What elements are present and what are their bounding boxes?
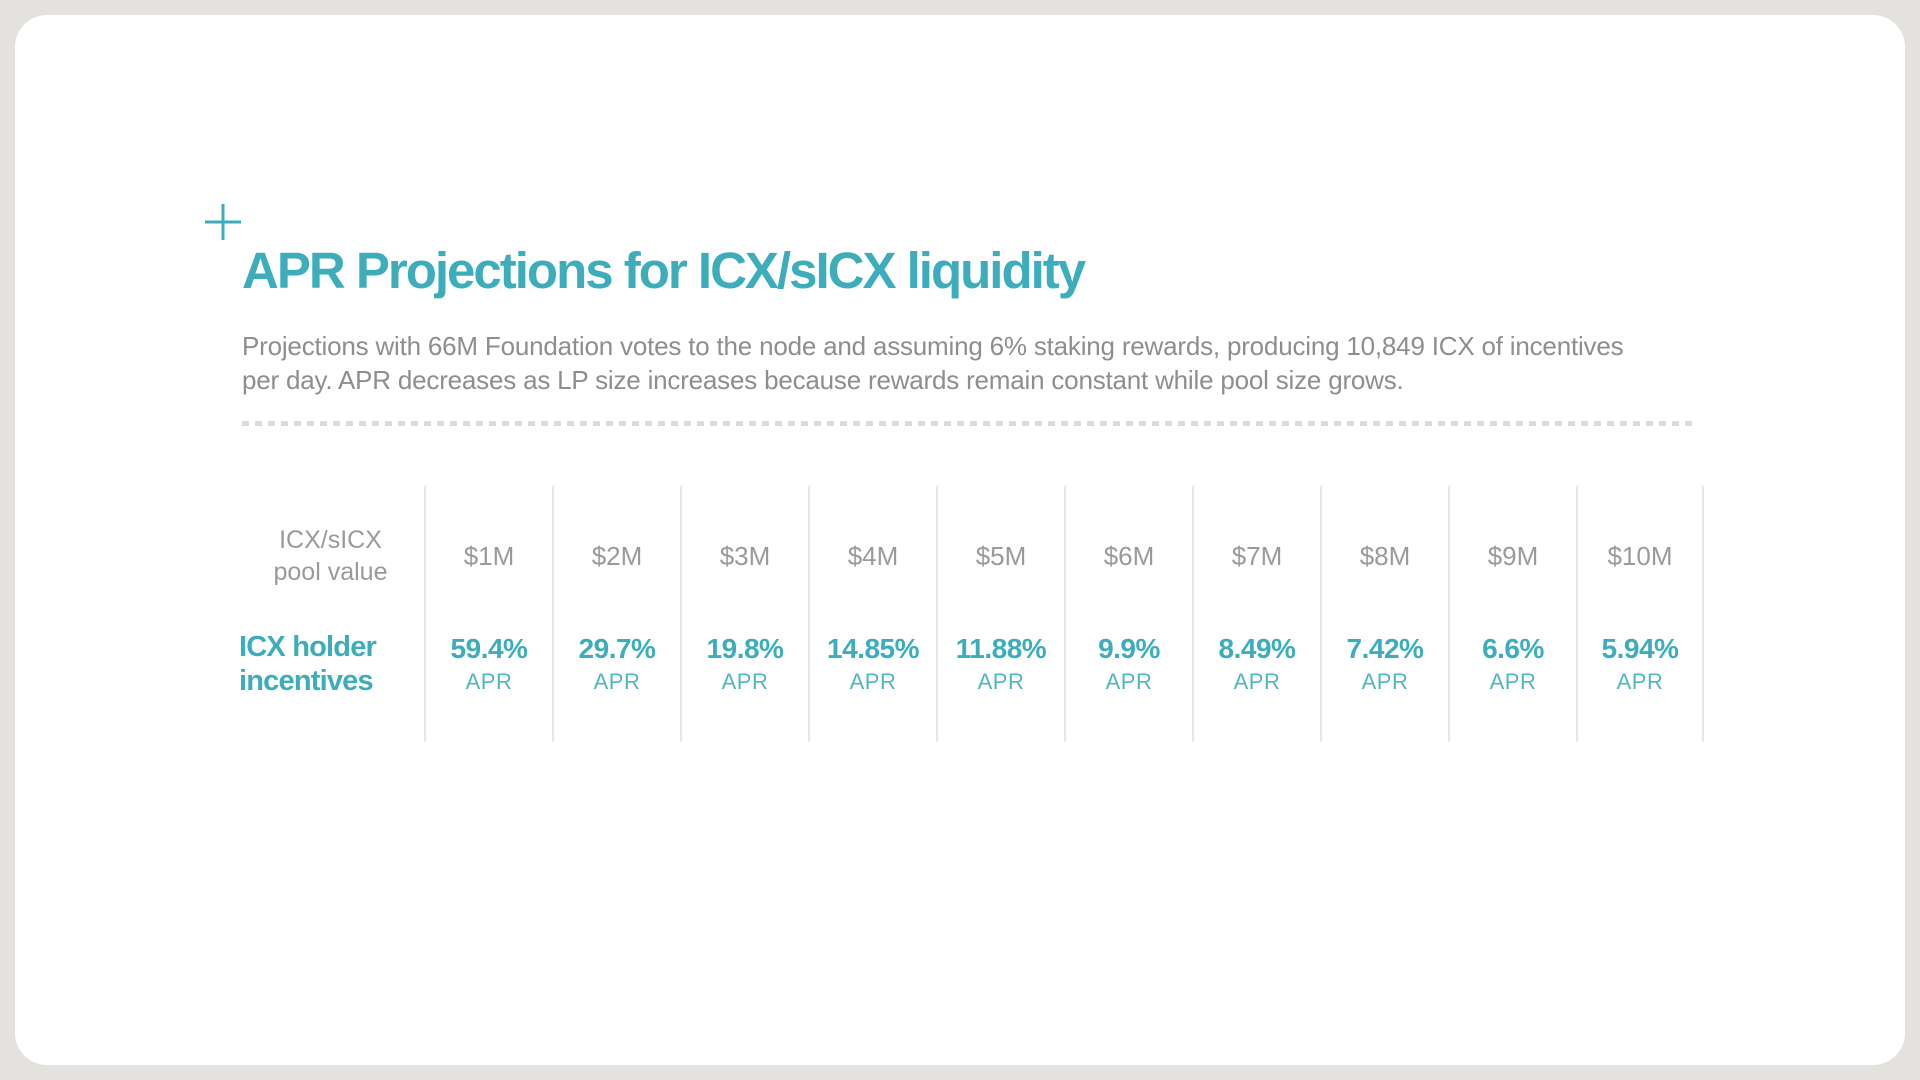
apr-value: 29.7% bbox=[578, 633, 656, 664]
pool-value: $1M bbox=[463, 540, 515, 571]
pool-value: $10M bbox=[1607, 540, 1673, 571]
incentives-cell: 14.85% APR bbox=[810, 618, 936, 710]
incentives-cell: 9.9% APR bbox=[1066, 618, 1192, 710]
table-column: $8M 7.42% APR bbox=[1320, 486, 1448, 742]
apr-caption: APR bbox=[1489, 669, 1537, 694]
apr-caption: APR bbox=[1105, 669, 1153, 694]
incentives-cell: 6.6% APR bbox=[1450, 618, 1576, 710]
pool-value-cell: $8M bbox=[1322, 486, 1448, 618]
table-column: $5M 11.88% APR bbox=[936, 486, 1064, 742]
table-column: $7M 8.49% APR bbox=[1192, 486, 1320, 742]
pool-value-cell: $2M bbox=[554, 486, 680, 618]
table-column: $4M 14.85% APR bbox=[808, 486, 936, 742]
pool-value: $4M bbox=[847, 540, 899, 571]
incentives-cell: 19.8% APR bbox=[682, 618, 808, 710]
apr-caption: APR bbox=[721, 669, 769, 694]
apr-value: 14.85% bbox=[827, 633, 919, 664]
slide-card: APR Projections for ICX/sICX liquidity P… bbox=[15, 15, 1905, 1065]
pool-value: $3M bbox=[719, 540, 771, 571]
incentives-cell: 11.88% APR bbox=[938, 618, 1064, 710]
pool-value: $2M bbox=[591, 540, 643, 571]
incentives-cell: 59.4% APR bbox=[426, 618, 552, 710]
table-column: $10M 5.94% APR bbox=[1576, 486, 1704, 742]
row-labels-column: ICX/sICX pool value ICX holder incentive… bbox=[237, 486, 424, 742]
incentives-row-label: ICX holder incentives bbox=[237, 618, 424, 710]
apr-value: 6.6% bbox=[1482, 633, 1544, 664]
subtitle-line: per day. APR decreases as LP size increa… bbox=[242, 365, 1404, 395]
pool-value-row-label: ICX/sICX pool value bbox=[237, 486, 424, 618]
pool-value-cell: $3M bbox=[682, 486, 808, 618]
page-subtitle: Projections with 66M Foundation votes to… bbox=[242, 329, 1905, 397]
pool-value-cell: $7M bbox=[1194, 486, 1320, 618]
incentives-cell: 29.7% APR bbox=[554, 618, 680, 710]
apr-caption: APR bbox=[1233, 669, 1281, 694]
apr-value: 59.4% bbox=[450, 633, 528, 664]
pool-row-label-line: ICX/sICX bbox=[279, 526, 382, 554]
apr-caption: APR bbox=[465, 669, 513, 694]
subtitle-line: Projections with 66M Foundation votes to… bbox=[242, 331, 1624, 361]
plus-icon bbox=[205, 204, 241, 240]
apr-caption: APR bbox=[977, 669, 1025, 694]
incentives-row-label-line: ICX holder bbox=[239, 631, 377, 663]
pool-value: $5M bbox=[975, 540, 1027, 571]
table-column: $6M 9.9% APR bbox=[1064, 486, 1192, 742]
apr-caption: APR bbox=[1361, 669, 1409, 694]
pool-value-cell: $10M bbox=[1578, 486, 1702, 618]
apr-caption: APR bbox=[849, 669, 897, 694]
apr-value: 9.9% bbox=[1098, 633, 1160, 664]
apr-value: 11.88% bbox=[955, 633, 1047, 664]
table-column: $9M 6.6% APR bbox=[1448, 486, 1576, 742]
apr-caption: APR bbox=[1616, 669, 1664, 694]
pool-value-cell: $1M bbox=[426, 486, 552, 618]
pool-value-cell: $4M bbox=[810, 486, 936, 618]
slide-content: APR Projections for ICX/sICX liquidity P… bbox=[15, 240, 1905, 742]
apr-value: 5.94% bbox=[1601, 633, 1679, 664]
incentives-cell: 5.94% APR bbox=[1578, 618, 1702, 710]
pool-value: $6M bbox=[1103, 540, 1155, 571]
apr-value: 8.49% bbox=[1218, 633, 1296, 664]
page-title: APR Projections for ICX/sICX liquidity bbox=[242, 242, 1086, 299]
pool-value-cell: $6M bbox=[1066, 486, 1192, 618]
apr-value: 7.42% bbox=[1346, 633, 1424, 664]
apr-value: 19.8% bbox=[706, 633, 784, 664]
table-column: $3M 19.8% APR bbox=[680, 486, 808, 742]
apr-caption: APR bbox=[593, 669, 641, 694]
incentives-cell: 7.42% APR bbox=[1322, 618, 1448, 710]
pool-row-label-line: pool value bbox=[273, 558, 388, 586]
pool-value-cell: $5M bbox=[938, 486, 1064, 618]
table-column: $2M 29.7% APR bbox=[552, 486, 680, 742]
incentives-cell: 8.49% APR bbox=[1194, 618, 1320, 710]
pool-value-cell: $9M bbox=[1450, 486, 1576, 618]
pool-value: $8M bbox=[1359, 540, 1411, 571]
incentives-row-label-line: incentives bbox=[239, 665, 374, 697]
table-column: $1M 59.4% APR bbox=[424, 486, 552, 742]
pool-value: $7M bbox=[1231, 540, 1283, 571]
dashed-divider bbox=[242, 421, 1692, 426]
apr-projection-table: ICX/sICX pool value ICX holder incentive… bbox=[237, 486, 1905, 742]
pool-value: $9M bbox=[1487, 540, 1539, 571]
